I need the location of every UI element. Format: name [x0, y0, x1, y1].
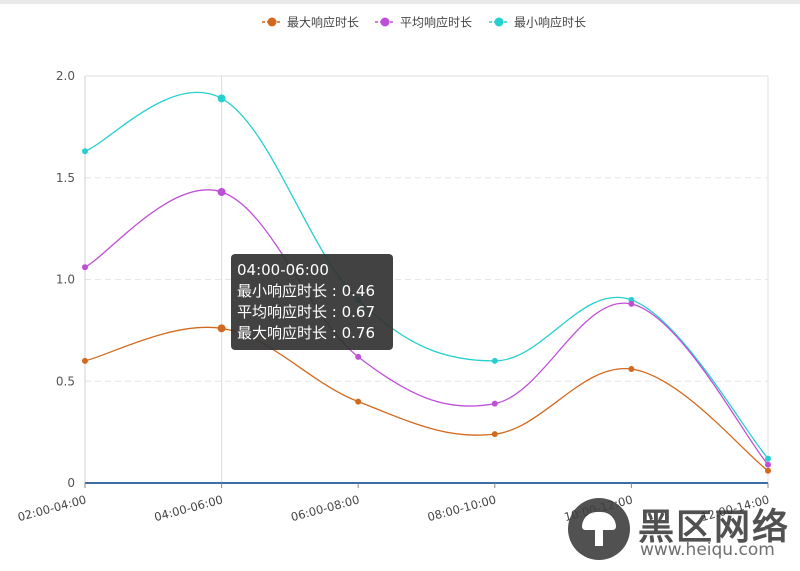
- data-point: [217, 187, 226, 196]
- tooltip-row-avg: 平均响应时长 : 0.67: [237, 303, 375, 321]
- legend-label: 最小响应时长: [514, 15, 586, 30]
- tooltip-title: 04:00-06:00: [237, 261, 329, 279]
- top-divider: [0, 0, 800, 4]
- tooltip-row-min: 最小响应时长 : 0.46: [237, 282, 375, 300]
- data-point: [82, 357, 88, 364]
- data-point: [491, 431, 498, 438]
- y-tick-label: 0: [67, 476, 75, 490]
- y-tick-label: 1.0: [56, 273, 75, 287]
- series-line: [84, 91, 769, 460]
- data-point: [217, 94, 226, 103]
- data-point: [628, 366, 635, 373]
- legend-marker: [380, 17, 390, 27]
- legend-label: 平均响应时长: [400, 15, 472, 30]
- x-tick-label: 04:00-06:00: [153, 492, 225, 524]
- y-tick-label: 0.5: [56, 374, 75, 388]
- x-tick-label: 06:00-08:00: [289, 492, 361, 524]
- data-point: [765, 461, 771, 468]
- legend-marker: [267, 17, 277, 27]
- chart-tooltip: 04:00-06:00 最小响应时长 : 0.46 平均响应时长 : 0.67 …: [231, 254, 393, 350]
- data-point: [82, 264, 88, 271]
- y-tick-label: 1.5: [56, 171, 75, 185]
- data-point: [491, 400, 498, 407]
- watermark-logo-icon: [568, 498, 630, 560]
- data-point: [765, 467, 771, 474]
- x-tick-label: 02:00-04:00: [16, 492, 88, 524]
- data-point: [355, 398, 362, 405]
- watermark: 黑区网络 www.heiqu.com: [566, 496, 796, 564]
- series-line: [84, 326, 769, 472]
- data-point: [82, 148, 88, 155]
- data-point: [491, 357, 498, 364]
- y-tick-label: 2.0: [56, 69, 75, 83]
- watermark-url: www.heiqu.com: [640, 540, 775, 560]
- data-point: [628, 300, 635, 307]
- watermark-title: 黑区网络: [638, 507, 791, 548]
- legend-marker: [494, 17, 504, 27]
- x-tick-label: 08:00-10:00: [426, 492, 498, 524]
- data-point: [765, 455, 771, 462]
- series-line: [84, 189, 769, 466]
- legend-label: 最大响应时长: [287, 15, 359, 30]
- data-point: [355, 353, 362, 360]
- tooltip-row-max: 最大响应时长 : 0.76: [237, 324, 375, 342]
- data-point: [217, 324, 226, 333]
